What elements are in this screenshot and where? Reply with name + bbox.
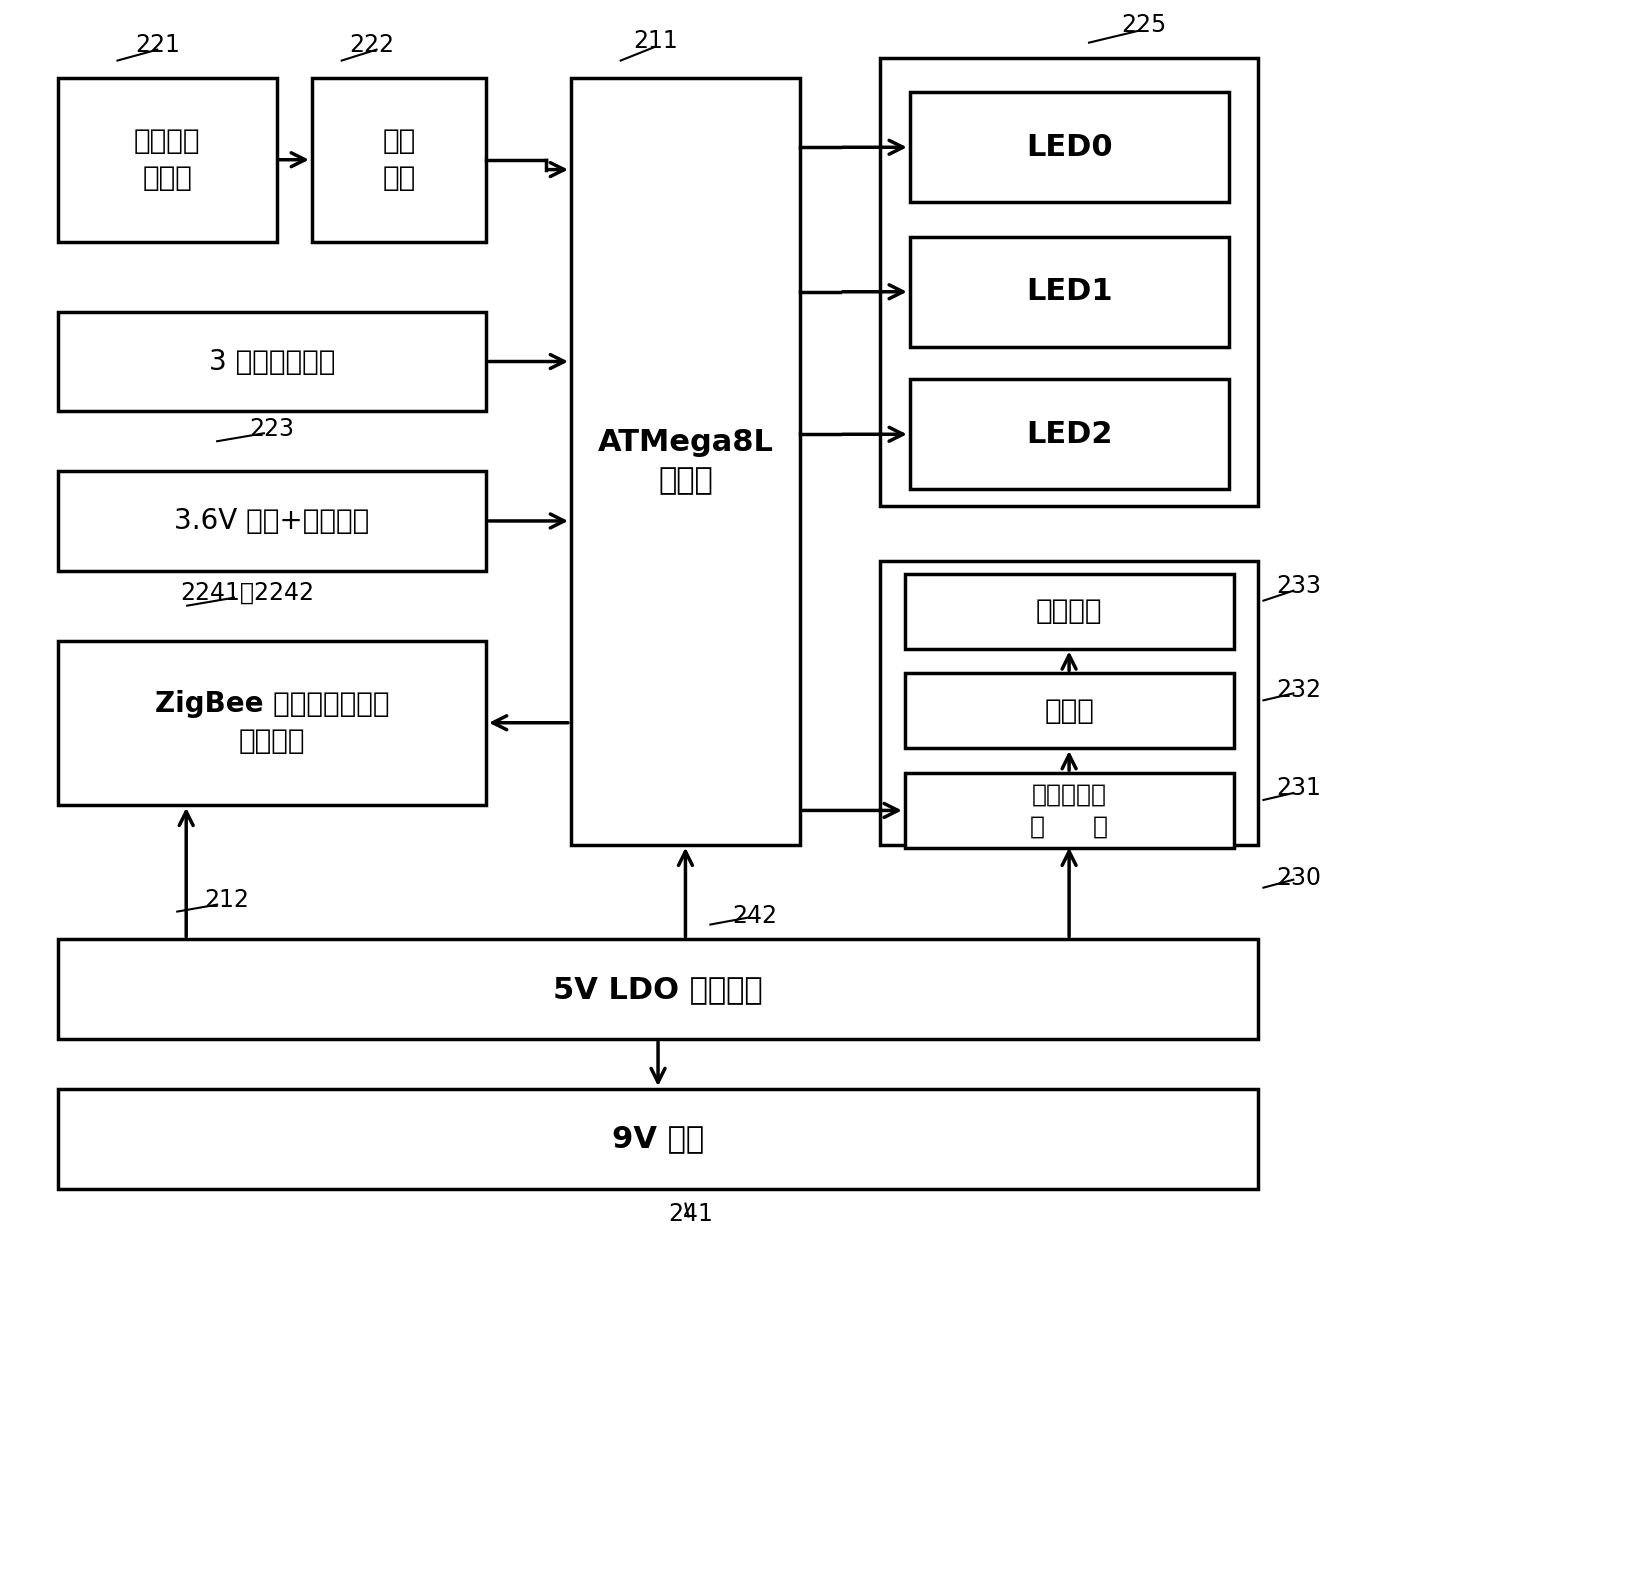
Text: 电磁阀: 电磁阀 xyxy=(1045,697,1093,725)
Bar xyxy=(909,236,1228,346)
Text: 3 个接触式按键: 3 个接触式按键 xyxy=(208,348,335,376)
Text: 2241、2242: 2241、2242 xyxy=(181,581,314,605)
Text: 231: 231 xyxy=(1276,776,1321,800)
Text: LED1: LED1 xyxy=(1025,278,1113,306)
Text: 电磁阀驱动
电      路: 电磁阀驱动 电 路 xyxy=(1030,782,1108,838)
Bar xyxy=(57,1089,1258,1189)
Text: ATMega8L
单片机: ATMega8L 单片机 xyxy=(597,427,773,495)
Text: 221: 221 xyxy=(135,33,179,57)
Bar xyxy=(57,641,486,805)
Text: 5V LDO 稳压模块: 5V LDO 稳压模块 xyxy=(553,974,763,1005)
Text: 211: 211 xyxy=(633,29,678,52)
Text: 241: 241 xyxy=(669,1201,713,1225)
Text: 223: 223 xyxy=(249,417,294,441)
Bar xyxy=(312,78,486,241)
Text: 225: 225 xyxy=(1121,13,1167,37)
Bar xyxy=(909,92,1228,202)
Bar xyxy=(905,673,1233,747)
Bar xyxy=(57,471,486,571)
Bar xyxy=(57,78,277,241)
Bar xyxy=(57,311,486,411)
Bar xyxy=(905,773,1233,847)
Bar xyxy=(880,560,1258,844)
Text: 滴灌水管: 滴灌水管 xyxy=(1036,597,1103,625)
Text: 9V 电源: 9V 电源 xyxy=(612,1124,704,1154)
Text: 3.6V 电池+实时时钟: 3.6V 电池+实时时钟 xyxy=(174,506,369,535)
Text: 222: 222 xyxy=(350,33,394,57)
Text: 多档位旋
钮开关: 多档位旋 钮开关 xyxy=(133,127,200,192)
Text: 键盘
电路: 键盘 电路 xyxy=(382,127,415,192)
Bar xyxy=(57,940,1258,1039)
Text: ZigBee 低功耗短程无线
通信模块: ZigBee 低功耗短程无线 通信模块 xyxy=(155,690,389,755)
Text: LED2: LED2 xyxy=(1027,421,1113,449)
Text: 233: 233 xyxy=(1276,574,1321,598)
Bar xyxy=(905,574,1233,649)
Text: 242: 242 xyxy=(732,903,778,927)
Bar xyxy=(880,57,1258,506)
Text: 230: 230 xyxy=(1276,865,1321,890)
Bar xyxy=(571,78,800,844)
Text: LED0: LED0 xyxy=(1025,133,1113,162)
Bar xyxy=(909,379,1228,489)
Text: 232: 232 xyxy=(1276,678,1321,703)
Text: 212: 212 xyxy=(205,887,249,911)
